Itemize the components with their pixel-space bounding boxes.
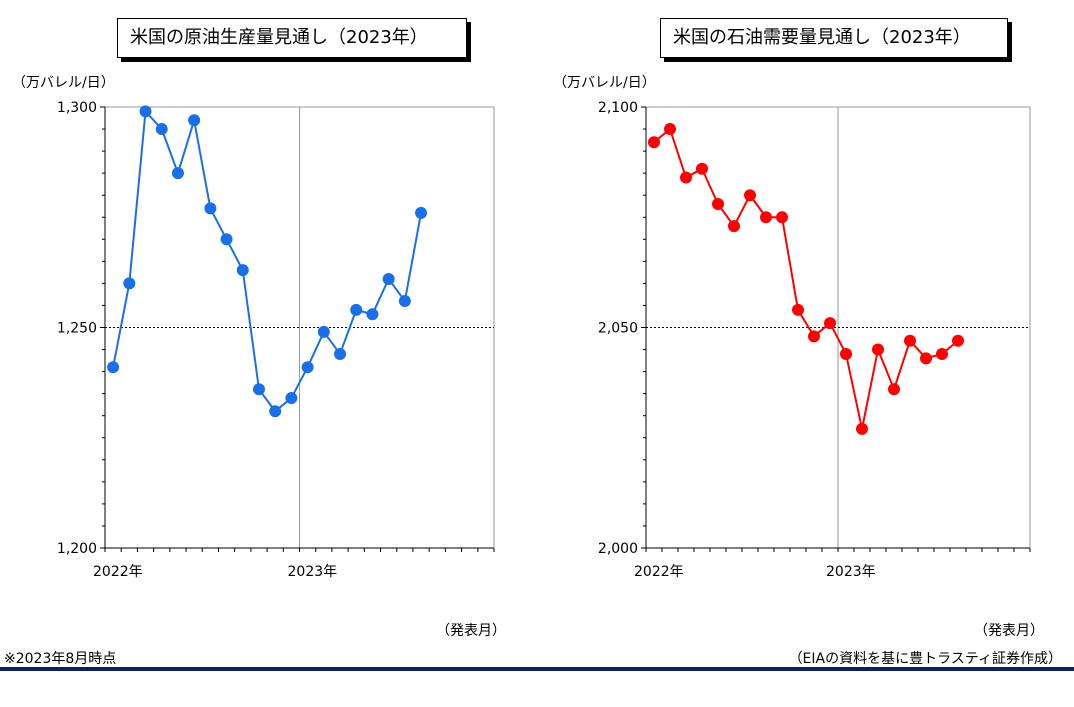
- data-point: [808, 330, 820, 343]
- data-point: [936, 347, 948, 360]
- data-point: [760, 211, 772, 224]
- right-x-axis-title: （発表月）: [974, 623, 1044, 639]
- x-tick-label: 2022年: [634, 564, 684, 580]
- y-tick-label: 1,300: [57, 100, 97, 116]
- data-point: [317, 325, 330, 338]
- data-point: [269, 405, 282, 418]
- data-point: [188, 114, 201, 127]
- x-tick-label: 2023年: [826, 564, 876, 580]
- data-point: [952, 334, 964, 347]
- data-point: [301, 361, 314, 374]
- data-point: [696, 162, 708, 175]
- data-point: [107, 361, 120, 374]
- data-point: [824, 317, 836, 330]
- data-point: [204, 202, 217, 215]
- data-point: [382, 272, 395, 285]
- data-point: [664, 123, 676, 136]
- left-x-axis-title: （発表月）: [436, 623, 506, 639]
- x-tick-label: 2023年: [288, 564, 338, 580]
- data-point: [856, 422, 868, 435]
- data-point: [872, 343, 884, 356]
- series-line: [653, 127, 959, 430]
- right-chart-title: 米国の石油需要量見通し（2023年）: [660, 18, 1008, 58]
- data-point: [904, 334, 916, 347]
- right-y-axis-unit: （万バレル/日）: [553, 75, 656, 91]
- data-point: [728, 220, 740, 233]
- source-note: （EIAの資料を基に豊トラスティ証券作成）: [788, 651, 1062, 667]
- data-point: [285, 392, 298, 405]
- data-point: [334, 347, 347, 360]
- y-tick-label: 2,050: [598, 321, 638, 337]
- data-point: [840, 347, 852, 360]
- x-tick-label: 2022年: [93, 564, 143, 580]
- data-point: [139, 105, 152, 118]
- y-tick-label: 2,000: [598, 541, 638, 557]
- data-point: [415, 206, 428, 219]
- data-point: [888, 383, 900, 396]
- data-point: [171, 167, 184, 180]
- y-tick-label: 1,250: [57, 321, 97, 337]
- data-point: [744, 189, 756, 202]
- data-point: [350, 303, 363, 316]
- data-point: [776, 211, 788, 224]
- data-point: [680, 171, 692, 184]
- data-point: [123, 277, 136, 290]
- bottom-divider: [0, 667, 1074, 671]
- data-point: [648, 136, 660, 149]
- data-point: [155, 123, 168, 136]
- y-tick-label: 1,200: [57, 541, 97, 557]
- data-point: [366, 308, 379, 321]
- data-point: [712, 198, 724, 211]
- data-point: [236, 264, 249, 277]
- left-chart-title: 米国の原油生産量見通し（2023年）: [117, 18, 467, 58]
- left-y-axis-unit: （万バレル/日）: [12, 75, 115, 91]
- data-point: [252, 383, 265, 396]
- y-tick-label: 2,100: [598, 100, 638, 116]
- data-point: [398, 295, 411, 308]
- data-point: [920, 352, 932, 365]
- data-point: [792, 303, 804, 316]
- data-point: [220, 233, 233, 246]
- footnote: ※2023年8月時点: [4, 651, 117, 667]
